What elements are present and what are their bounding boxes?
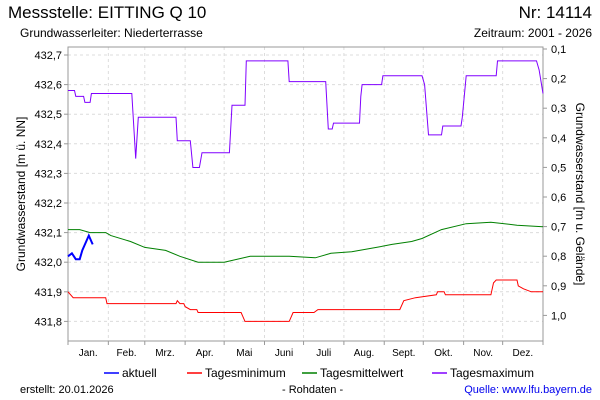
y2-tick-label: 0,5 <box>551 162 566 174</box>
legend-label: Tagesmaximum <box>450 366 534 380</box>
series-line-tagesminimum <box>67 279 543 322</box>
plot-frame <box>67 46 544 342</box>
month-label: Aug. <box>354 348 375 359</box>
y-tick-label: 432,2 <box>34 198 62 210</box>
month-label: Feb. <box>117 348 137 359</box>
y2-tick-label: 0,4 <box>551 133 566 145</box>
source-link[interactable]: Quelle: www.lfu.bayern.de <box>464 384 592 396</box>
raw-data-note: - Rohdaten - <box>282 384 344 396</box>
y2-tick-label: 0,2 <box>551 74 566 86</box>
month-label: Mrz. <box>155 348 174 359</box>
y2-tick-label: 0,3 <box>551 103 566 115</box>
legend-label: Tagesminimum <box>205 366 286 380</box>
y2-tick-label: 1,0 <box>551 310 566 322</box>
y-axis-label: Grundwasserstand [m ü. NN] <box>14 117 28 272</box>
month-label: Nov. <box>473 348 493 359</box>
y-tick-label: 432,5 <box>34 109 62 121</box>
y-tick-label: 431,8 <box>34 316 62 328</box>
month-label: Okt. <box>434 348 452 359</box>
y2-tick-label: 0,1 <box>551 44 566 56</box>
month-label: Dez. <box>513 348 534 359</box>
month-label: Mai <box>236 348 252 359</box>
series-line-tagesmittelwert <box>68 221 544 263</box>
y2-tick-label: 0,6 <box>551 192 566 204</box>
y-tick-label: 432,7 <box>34 50 62 62</box>
y-tick-label: 432,0 <box>34 257 62 269</box>
aquifer-label: Grundwasserleiter: Niederterrasse <box>20 26 203 40</box>
legend-label: aktuell <box>122 366 157 380</box>
month-label: Apr. <box>196 348 214 359</box>
month-label: Juli <box>316 348 331 359</box>
station-title: Messstelle: EITTING Q 10 <box>8 3 207 22</box>
y-tick-label: 432,6 <box>34 80 62 92</box>
y2-tick-label: 0,9 <box>551 281 566 293</box>
period-label: Zeitraum: 2001 - 2026 <box>473 26 592 40</box>
month-label: Jan. <box>79 348 98 359</box>
y2-axis-label: Grundwasserstand [m u. Gelände] <box>573 103 587 286</box>
station-number: Nr: 14114 <box>518 3 592 22</box>
legend-label: Tagesmittelwert <box>320 366 404 380</box>
y-tick-label: 432,4 <box>34 139 62 151</box>
y2-tick-label: 0,7 <box>551 222 566 234</box>
series-line-aktuell <box>67 233 94 261</box>
y-tick-label: 432,1 <box>34 228 62 240</box>
y-tick-label: 432,3 <box>34 168 62 180</box>
y-tick-label: 431,9 <box>34 287 62 299</box>
month-label: Juni <box>275 348 293 359</box>
month-label: Sept. <box>392 348 415 359</box>
created-date: erstellt: 20.01.2026 <box>20 384 114 396</box>
series-line-tagesmaximum <box>68 60 544 168</box>
y2-tick-label: 0,8 <box>551 251 566 263</box>
